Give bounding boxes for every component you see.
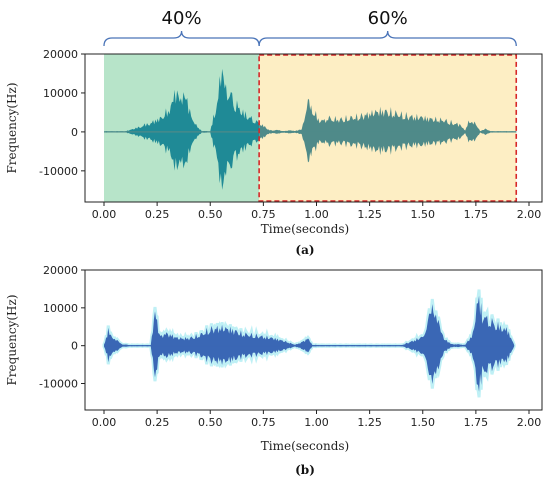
y-axis-title-a: Frequency(Hz) bbox=[5, 82, 19, 173]
x-tick-label: 1.25 bbox=[357, 208, 382, 221]
x-tick-label: 0.00 bbox=[92, 416, 117, 429]
waveform bbox=[104, 295, 515, 392]
x-tick-label: 2.00 bbox=[517, 416, 542, 429]
waveform-first-part bbox=[104, 68, 260, 190]
x-tick-label: 1.00 bbox=[304, 416, 329, 429]
chart-panel-a: 20000 10000 0 -10000 0.00 0.25 0.50 0.75 1.00 1.… bbox=[5, 8, 543, 257]
y-tick-label: 10000 bbox=[43, 302, 78, 315]
region-border-2 bbox=[258, 54, 518, 202]
x-tick-label: 0.50 bbox=[198, 416, 223, 429]
y-tick-label: 0 bbox=[71, 126, 78, 139]
x-tick-label: 0.00 bbox=[92, 208, 117, 221]
x-tick-label: 1.25 bbox=[357, 416, 382, 429]
x-tick-label: 1.50 bbox=[411, 208, 436, 221]
panel-label-b: (b) bbox=[295, 463, 315, 477]
chart-panel-b: 20000 10000 0 -10000 0.00 0.25 0.50 0.75 1.00 1.… bbox=[5, 264, 543, 477]
x-tick-label: 1.75 bbox=[464, 416, 489, 429]
panel-label-a: (a) bbox=[295, 243, 314, 257]
y-tick-label: 10000 bbox=[43, 87, 78, 100]
x-axis-title-b: Time(seconds) bbox=[261, 439, 349, 453]
region-brace-1 bbox=[103, 30, 260, 47]
y-tick-label: 0 bbox=[71, 340, 78, 353]
waveform-second-part bbox=[259, 98, 517, 163]
x-tick-label: 0.75 bbox=[251, 416, 276, 429]
plot-frame-a bbox=[84, 53, 543, 203]
x-tick-label: 0.50 bbox=[198, 208, 223, 221]
x-tick-label: 1.50 bbox=[411, 416, 436, 429]
x-tick-label: 2.00 bbox=[517, 208, 542, 221]
y-tick-label: -10000 bbox=[39, 165, 78, 178]
y-tick-label: -10000 bbox=[39, 378, 78, 391]
y-axis-title-b: Frequency(Hz) bbox=[5, 294, 19, 385]
x-axis-title-a: Time(seconds) bbox=[261, 222, 349, 236]
region-label-2: 60% bbox=[368, 8, 408, 29]
region-brace-2 bbox=[258, 30, 517, 47]
x-tick-label: 0.25 bbox=[145, 208, 170, 221]
x-tick-label: 0.25 bbox=[145, 416, 170, 429]
y-tick-label: 20000 bbox=[43, 48, 78, 61]
plot-frame-b bbox=[84, 269, 543, 411]
x-tick-label: 1.00 bbox=[304, 208, 329, 221]
y-tick-label: 20000 bbox=[43, 264, 78, 277]
x-tick-label: 1.75 bbox=[464, 208, 489, 221]
region-label-1: 40% bbox=[162, 8, 202, 29]
x-tick-label: 0.75 bbox=[251, 208, 276, 221]
